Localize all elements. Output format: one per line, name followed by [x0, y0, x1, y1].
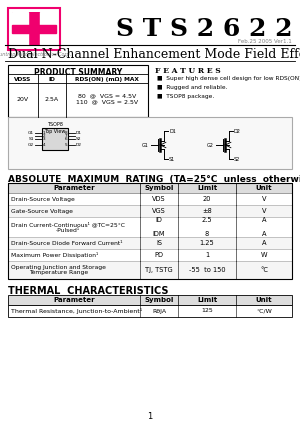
Text: 3: 3 [43, 137, 46, 141]
Text: Drain-Source Diode Forward Current¹: Drain-Source Diode Forward Current¹ [11, 241, 122, 246]
Bar [8, 237, 292, 249]
Text: G1: G1 [28, 131, 34, 135]
Text: 20: 20 [203, 196, 211, 202]
Text: 20V: 20V [17, 96, 29, 102]
Text: Dual N-Channel Enhancement Mode Field Effect Transistor: Dual N-Channel Enhancement Mode Field Ef… [8, 48, 300, 61]
Text: S2: S2 [76, 137, 82, 141]
Text: ID

IDM: ID IDM [153, 217, 165, 237]
Text: D1: D1 [169, 128, 176, 133]
Text: Unit: Unit [256, 185, 272, 191]
Text: ±8: ±8 [202, 208, 212, 214]
Text: Drain Current-Continuous¹ @TC=25°C
-Pulsed¹: Drain Current-Continuous¹ @TC=25°C -Puls… [11, 221, 125, 233]
Text: 2.5A: 2.5A [45, 96, 59, 102]
Bar [40, 12, 56, 46]
Bar [8, 295, 292, 305]
Text: 1: 1 [43, 131, 46, 135]
Text: RDS(ON) (mΩ) MAX: RDS(ON) (mΩ) MAX [75, 77, 139, 82]
Bar [42, 128, 68, 150]
Text: VDS: VDS [152, 196, 166, 202]
Text: Operating Junction and Storage
Temperature Range: Operating Junction and Storage Temperatu… [11, 265, 106, 275]
Text: S1: S1 [28, 137, 34, 141]
Text: 2: 2 [43, 134, 46, 138]
Text: °C: °C [260, 267, 268, 273]
Text: S2: S2 [234, 156, 240, 162]
Text: 7: 7 [64, 134, 67, 138]
Bar [8, 183, 292, 193]
Text: D1: D1 [76, 131, 82, 135]
Text: PRODUCT SUMMARY: PRODUCT SUMMARY [34, 68, 122, 77]
Text: 1: 1 [147, 412, 153, 421]
Text: V: V [262, 196, 266, 202]
Text: ABSOLUTE  MAXIMUM  RATING  (TA=25°C  unless  otherwise  noted): ABSOLUTE MAXIMUM RATING (TA=25°C unless … [8, 175, 300, 184]
Text: Unit: Unit [256, 297, 272, 303]
Text: Symbol: Symbol [144, 297, 174, 303]
Text: 1.25: 1.25 [200, 240, 214, 246]
Text: G2: G2 [28, 143, 34, 147]
Text: RθJA: RθJA [152, 309, 166, 314]
Bar [8, 183, 292, 279]
Text: THERMAL  CHARACTERISTICS: THERMAL CHARACTERISTICS [8, 286, 169, 296]
Text: ID: ID [49, 77, 56, 82]
Text: Suntrop Microelectronics Corp.: Suntrop Microelectronics Corp. [0, 52, 72, 57]
Bar [8, 249, 292, 261]
Text: Feb.25 2005 Ver1.1: Feb.25 2005 Ver1.1 [238, 39, 292, 44]
Text: S1: S1 [169, 156, 175, 162]
Text: ■  Super high dense cell design for low RDS(ON).: ■ Super high dense cell design for low R… [157, 76, 300, 81]
Text: IS: IS [156, 240, 162, 246]
Text: D2: D2 [76, 143, 82, 147]
Text: Thermal Resistance, Junction-to-Ambient¹: Thermal Resistance, Junction-to-Ambient¹ [11, 308, 142, 314]
Text: Maximum Power Dissipation¹: Maximum Power Dissipation¹ [11, 252, 98, 258]
Text: Top View: Top View [44, 128, 66, 133]
Text: TSOP8: TSOP8 [47, 122, 63, 127]
Text: S T S 2 6 2 2: S T S 2 6 2 2 [116, 17, 292, 41]
Text: Limit: Limit [197, 297, 217, 303]
Text: Gate-Source Voltage: Gate-Source Voltage [11, 209, 73, 213]
Text: 5: 5 [64, 143, 67, 147]
Bar [8, 193, 292, 205]
Text: D2: D2 [234, 128, 241, 133]
Text: Drain-Source Voltage: Drain-Source Voltage [11, 196, 75, 201]
Bar [8, 117, 292, 169]
Text: G2: G2 [207, 142, 214, 147]
Bar [8, 217, 292, 237]
Text: A

A: A A [262, 217, 266, 237]
Text: Parameter: Parameter [53, 185, 95, 191]
Text: ■  Rugged and reliable.: ■ Rugged and reliable. [157, 85, 227, 90]
Text: 6: 6 [64, 137, 67, 141]
Bar [12, 25, 56, 33]
Text: ■  TSOP8 package.: ■ TSOP8 package. [157, 94, 214, 99]
Text: 1: 1 [205, 252, 209, 258]
Text: W: W [261, 252, 267, 258]
Text: V: V [262, 208, 266, 214]
Text: PD: PD [154, 252, 164, 258]
Text: Symbol: Symbol [144, 185, 174, 191]
Bar [8, 8, 60, 50]
Text: VDSS: VDSS [14, 77, 32, 82]
Bar [12, 12, 28, 46]
Text: 80  @  VGS = 4.5V
110  @  VGS = 2.5V: 80 @ VGS = 4.5V 110 @ VGS = 2.5V [76, 94, 138, 105]
Bar [8, 305, 292, 317]
Text: TJ, TSTG: TJ, TSTG [145, 267, 173, 273]
Text: VGS: VGS [152, 208, 166, 214]
Text: G1: G1 [142, 142, 149, 147]
Text: -55  to 150: -55 to 150 [189, 267, 225, 273]
Text: 125: 125 [201, 309, 213, 314]
Text: 2.5

8: 2.5 8 [202, 217, 212, 237]
Bar [12, 12, 56, 46]
Bar [8, 65, 148, 117]
Text: 8: 8 [64, 131, 67, 135]
Text: Limit: Limit [197, 185, 217, 191]
Text: Parameter: Parameter [53, 297, 95, 303]
Text: °C/W: °C/W [256, 309, 272, 314]
Text: F E A T U R E S: F E A T U R E S [155, 67, 221, 75]
Text: 4: 4 [43, 143, 46, 147]
Bar [8, 261, 292, 279]
Text: A: A [262, 240, 266, 246]
Bar [8, 205, 292, 217]
